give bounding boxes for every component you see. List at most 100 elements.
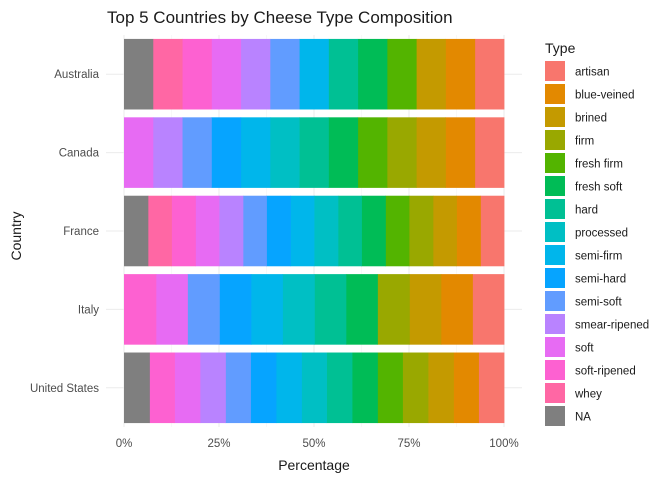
y-tick-label: Italy: [78, 304, 99, 316]
bar-segment-processed: [269, 117, 300, 188]
legend-label: fresh firm: [575, 159, 623, 171]
bar-segment-semi-firm: [290, 195, 315, 267]
bar-segment-brined: [428, 352, 454, 424]
bar-segment-processed: [282, 274, 315, 345]
y-tick-label: United States: [30, 383, 99, 395]
bar-segment-blue-veined: [445, 38, 476, 110]
bar-segment-brined: [416, 38, 446, 110]
legend-item-semi-firm: semi-firm: [545, 245, 622, 265]
bars-layer: [124, 38, 505, 424]
bar-segment-brined: [432, 195, 457, 267]
legend-swatch: [545, 176, 565, 196]
legend-item-semi-soft: semi-soft: [545, 291, 622, 311]
bar-segment-smear-ripened: [219, 195, 244, 267]
legend-item-na: NA: [545, 406, 591, 426]
bar-segment-soft-ripened: [171, 195, 196, 267]
legend-swatch: [545, 107, 565, 127]
legend-item-hard: hard: [545, 199, 598, 219]
bar-segment-soft-ripened: [124, 274, 157, 345]
bar-segment-semi-firm: [276, 352, 302, 424]
bar-segment-processed: [301, 352, 327, 424]
bar-segment-semi-soft: [242, 195, 267, 267]
bar-segment-semi-hard: [250, 352, 277, 424]
bar-segment-semi-soft: [225, 352, 251, 424]
bar-segment-fresh-firm: [357, 117, 388, 188]
y-axis-tick-labels: Australia Canada France Italy United States: [30, 69, 100, 395]
bar-united-states: [124, 352, 505, 424]
legend-swatch: [545, 360, 565, 380]
legend-label: semi-soft: [575, 297, 622, 309]
legend-item-soft-ripened: soft-ripened: [545, 360, 636, 380]
bar-segment-semi-hard: [266, 195, 291, 267]
bar-segment-soft-ripened: [149, 352, 175, 424]
bar-segment-firm: [402, 352, 429, 424]
bar-segment-semi-soft: [187, 274, 220, 345]
legend-label: NA: [575, 412, 591, 424]
legend-swatch: [545, 130, 565, 150]
x-tick-label: 50%: [302, 438, 325, 450]
bar-segment-brined: [409, 274, 442, 345]
x-tick-label: 75%: [397, 438, 420, 450]
x-tick-label: 100%: [489, 438, 518, 450]
legend-label: smear-ripened: [575, 320, 649, 332]
x-tick-label: 0%: [116, 438, 133, 450]
legend-label: soft-ripened: [575, 366, 636, 378]
bar-segment-firm: [377, 274, 410, 345]
legend-label: processed: [575, 228, 628, 240]
legend-swatch: [545, 245, 565, 265]
bar-segment-na: [124, 352, 150, 424]
legend-swatch: [545, 199, 565, 219]
bar-france: [124, 195, 505, 267]
legend-item-processed: processed: [545, 222, 628, 242]
bar-segment-artisan: [474, 117, 505, 188]
bar-segment-fresh-soft: [328, 117, 359, 188]
bar-segment-fresh-firm: [385, 195, 410, 267]
legend-swatch: [545, 84, 565, 104]
bar-segment-firm: [409, 195, 434, 267]
bar-segment-semi-firm: [240, 117, 271, 188]
bar-segment-na: [124, 195, 149, 267]
bar-segment-artisan: [478, 352, 505, 424]
bar-segment-semi-soft: [269, 38, 300, 110]
legend-label: whey: [574, 389, 602, 401]
legend-item-whey: whey: [545, 383, 602, 403]
bar-segment-blue-veined: [456, 195, 481, 267]
legend-item-smear-ripened: smear-ripened: [545, 314, 649, 334]
bar-segment-soft: [155, 274, 188, 345]
legend-item-artisan: artisan: [545, 61, 610, 81]
bar-segment-soft: [195, 195, 220, 267]
bar-segment-brined: [416, 117, 446, 188]
legend: Type artisan blue-veined brined firm fresh f…: [545, 40, 649, 426]
bar-segment-hard: [299, 117, 329, 188]
legend-item-fresh-firm: fresh firm: [545, 153, 623, 173]
bar-segment-blue-veined: [453, 352, 479, 424]
bar-segment-na: [124, 38, 154, 110]
bar-segment-hard: [337, 195, 362, 267]
bar-segment-semi-firm: [299, 38, 329, 110]
legend-item-firm: firm: [545, 130, 594, 150]
bar-segment-semi-hard: [219, 274, 252, 345]
legend-item-brined: brined: [545, 107, 607, 127]
bar-segment-semi-firm: [250, 274, 283, 345]
legend-label: fresh soft: [575, 182, 623, 194]
bar-segment-artisan: [474, 38, 505, 110]
bar-segment-hard: [328, 38, 359, 110]
y-tick-label: Australia: [54, 69, 99, 81]
bar-segment-soft: [211, 38, 242, 110]
chart-title: Top 5 Countries by Cheese Type Compositi…: [107, 8, 453, 27]
bar-segment-blue-veined: [440, 274, 473, 345]
bar-segment-soft: [124, 117, 154, 188]
legend-label: artisan: [575, 67, 610, 79]
y-tick-label: Canada: [59, 148, 100, 160]
bar-segment-fresh-soft: [361, 195, 386, 267]
legend-label: semi-hard: [575, 274, 626, 286]
legend-swatch: [545, 406, 565, 426]
legend-swatch: [545, 61, 565, 81]
legend-label: brined: [575, 113, 607, 125]
bar-segment-hard: [326, 352, 353, 424]
bar-segment-hard: [314, 274, 347, 345]
bar-segment-fresh-firm: [386, 38, 417, 110]
x-tick-label: 25%: [207, 438, 230, 450]
bar-segment-soft: [174, 352, 201, 424]
x-axis-title: Percentage: [278, 457, 350, 473]
